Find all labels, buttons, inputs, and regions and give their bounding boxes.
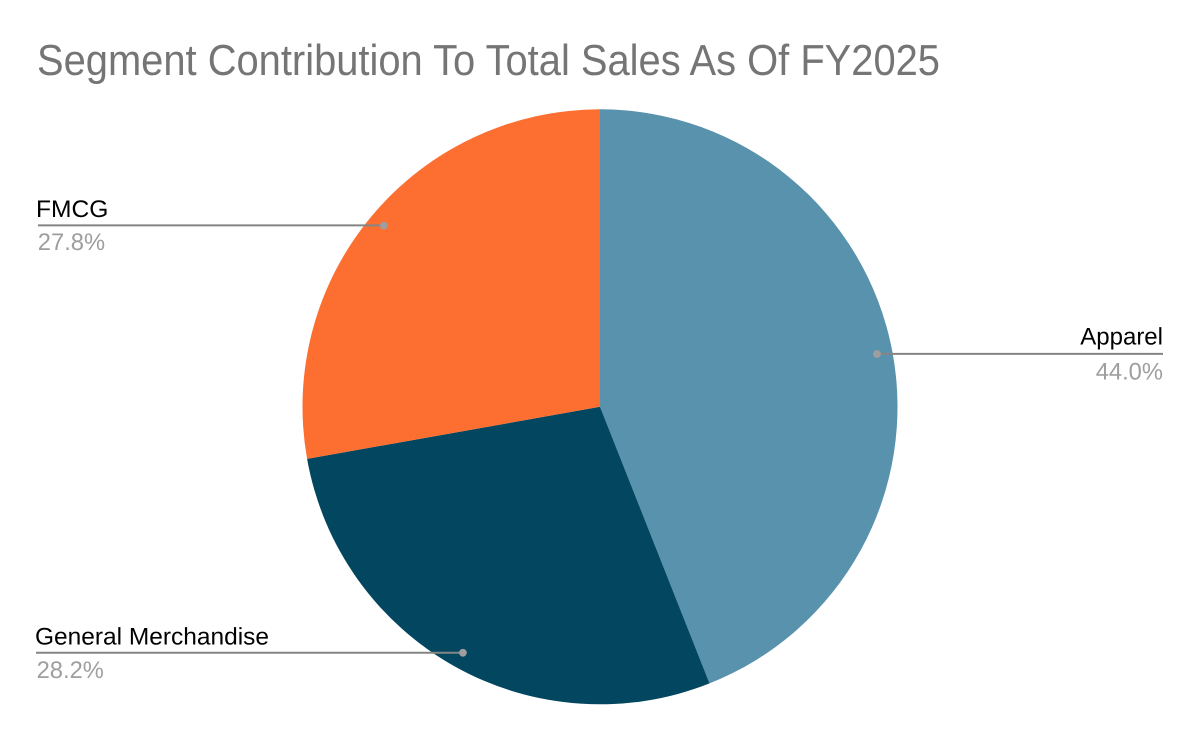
svg-text:Segment Contribution To Total: Segment Contribution To Total Sales As O… [37, 37, 940, 85]
svg-text:27.8%: 27.8% [38, 229, 105, 256]
svg-text:FMCG: FMCG [36, 196, 108, 223]
svg-text:44.0%: 44.0% [1096, 358, 1163, 385]
svg-text:Apparel: Apparel [1080, 323, 1163, 350]
svg-text:General Merchandise: General Merchandise [35, 624, 269, 651]
svg-text:28.2%: 28.2% [37, 657, 104, 684]
